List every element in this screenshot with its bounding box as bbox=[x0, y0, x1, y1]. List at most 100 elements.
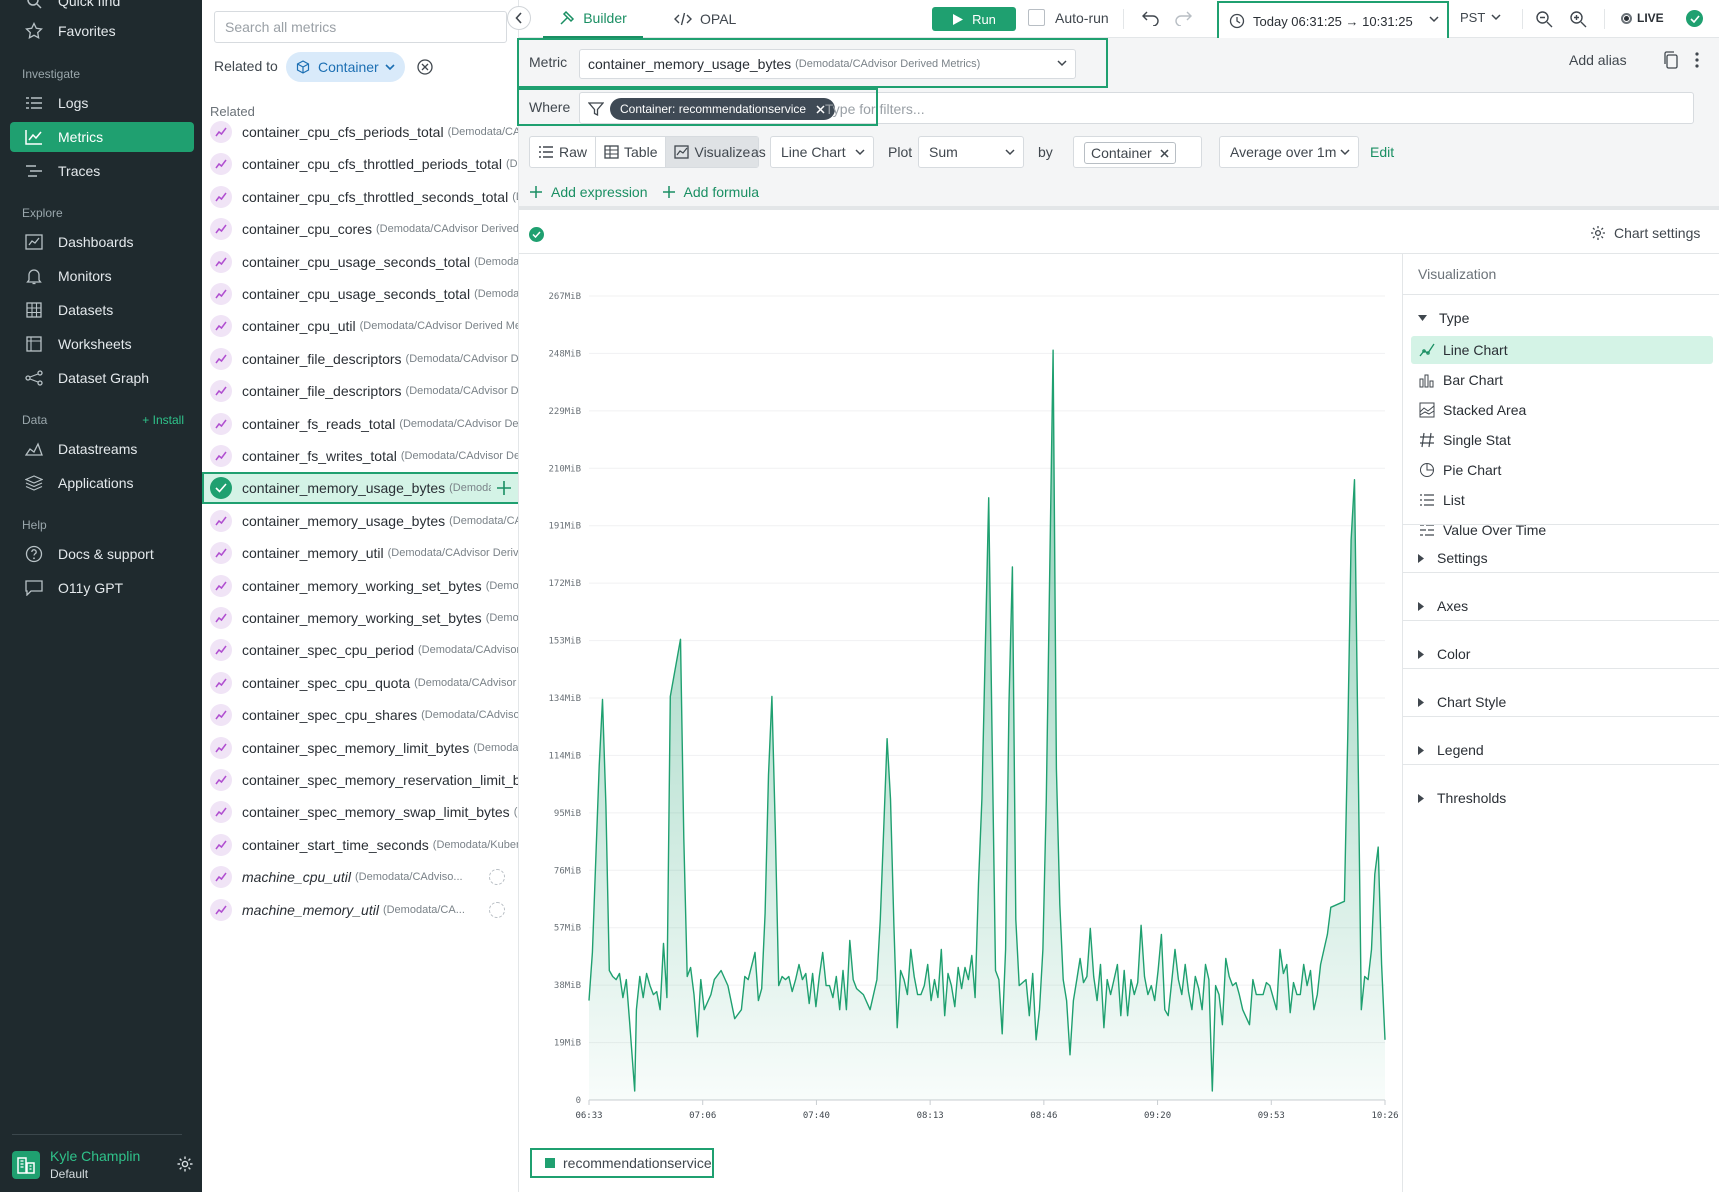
install-link[interactable]: + Install bbox=[142, 413, 184, 427]
chevron-down-icon bbox=[385, 63, 395, 71]
zoom-in-icon[interactable] bbox=[1569, 10, 1587, 28]
nav-dataset-graph[interactable]: Dataset Graph bbox=[10, 363, 194, 393]
filter-input[interactable]: Container: recommendationservice Type fo… bbox=[579, 92, 1694, 124]
metric-list-item[interactable]: container_fs_reads_total (Demodata/CAdvis… bbox=[202, 408, 518, 440]
aggregation-select[interactable]: Sum bbox=[918, 136, 1024, 168]
mode-raw-button[interactable]: Raw bbox=[530, 137, 597, 167]
search-metrics-input[interactable]: Search all metrics bbox=[214, 11, 507, 43]
group-by-chip[interactable]: Container bbox=[1084, 142, 1176, 164]
bell-icon bbox=[24, 266, 44, 286]
related-chip-container[interactable]: Container bbox=[286, 52, 405, 82]
timezone-select[interactable]: PST bbox=[1460, 10, 1501, 25]
autorun-toggle[interactable]: Auto-run bbox=[1028, 9, 1109, 26]
metric-list-item[interactable]: container_memory_working_set_bytes(Demod… bbox=[202, 570, 518, 602]
copy-icon[interactable] bbox=[1663, 51, 1679, 69]
nav-logs[interactable]: Logs bbox=[10, 88, 194, 118]
chart-settings-label: Chart settings bbox=[1614, 225, 1701, 241]
metric-list-item[interactable]: container_spec_memory_limit_bytes (Demoda… bbox=[202, 732, 518, 764]
viz-type-option[interactable]: List bbox=[1411, 486, 1713, 514]
edit-link[interactable]: Edit bbox=[1370, 144, 1395, 160]
nav-traces[interactable]: Traces bbox=[10, 156, 194, 186]
chart-legend[interactable]: recommendationservice bbox=[530, 1148, 714, 1178]
nav-datastreams[interactable]: Datastreams bbox=[10, 434, 194, 464]
clear-circle-icon[interactable] bbox=[416, 58, 434, 76]
mode-visualize-button[interactable]: Visualize bbox=[666, 137, 759, 167]
viz-type-option[interactable]: Value Over Time bbox=[1411, 516, 1713, 544]
metric-select[interactable]: container_memory_usage_bytes (Demodata/C… bbox=[579, 49, 1076, 79]
filter-chip[interactable]: Container: recommendationservice bbox=[610, 98, 836, 120]
metric-list-item[interactable]: container_fs_writes_total (Demodata/CAdvi… bbox=[202, 440, 518, 472]
nav-dashboards[interactable]: Dashboards bbox=[10, 227, 194, 257]
viz-type-option[interactable]: Stacked Area bbox=[1411, 396, 1713, 424]
redo-icon[interactable] bbox=[1174, 10, 1192, 26]
metric-list-item[interactable]: container_file_descriptors (Demodata/CAdv… bbox=[202, 343, 518, 375]
close-icon[interactable] bbox=[806, 104, 825, 114]
metric-list-item[interactable]: machine_cpu_util (Demodata/CAdviso... bbox=[202, 861, 518, 893]
tab-opal[interactable]: OPAL bbox=[674, 0, 736, 38]
metric-list-item[interactable]: container_memory_working_set_bytes(Demod… bbox=[202, 602, 519, 634]
metric-list-item[interactable]: container_start_time_seconds (Demodata/Ku… bbox=[202, 829, 518, 861]
nav-quick-find[interactable]: Quick find bbox=[10, 0, 194, 16]
metric-list-item[interactable]: container_spec_cpu_quota (Demodata/CAdvis… bbox=[202, 667, 518, 699]
viz-section[interactable]: Color bbox=[1418, 646, 1470, 662]
viz-section[interactable]: Legend bbox=[1418, 742, 1484, 758]
metric-list-item[interactable]: container_cpu_cfs_throttled_periods_tota… bbox=[202, 148, 518, 180]
more-vertical-icon[interactable] bbox=[1695, 51, 1699, 69]
caret-right-icon bbox=[1418, 601, 1437, 611]
add-formula-button[interactable]: Add formula bbox=[662, 184, 759, 200]
metric-list-item[interactable]: container_cpu_cfs_periods_total (Demodata… bbox=[202, 116, 518, 148]
viz-section[interactable]: Chart Style bbox=[1418, 694, 1506, 710]
nav-o11y-gpt[interactable]: O11y GPT bbox=[10, 573, 194, 603]
viz-section-type[interactable]: Type bbox=[1418, 310, 1469, 326]
nav-applications[interactable]: Applications bbox=[10, 468, 194, 498]
add-expression-button[interactable]: Add expression bbox=[529, 184, 648, 200]
nav-monitors[interactable]: Monitors bbox=[10, 261, 194, 291]
group-by-select[interactable]: Container bbox=[1073, 136, 1202, 168]
nav-docs[interactable]: Docs & support bbox=[10, 539, 194, 569]
nav-favorites[interactable]: Favorites bbox=[10, 16, 194, 46]
metric-list-item[interactable]: container_cpu_usage_seconds_total (Demoda… bbox=[202, 246, 518, 278]
metric-list-item[interactable]: container_file_descriptors (Demodata/CAdv… bbox=[202, 375, 518, 407]
autorun-checkbox[interactable] bbox=[1028, 9, 1045, 26]
undo-icon[interactable] bbox=[1142, 10, 1160, 26]
close-icon[interactable] bbox=[1152, 148, 1169, 158]
metric-list-item[interactable]: container_cpu_usage_seconds_total (Demoda… bbox=[202, 278, 518, 310]
nav-metrics[interactable]: Metrics bbox=[10, 122, 194, 152]
viz-section[interactable]: Thresholds bbox=[1418, 790, 1506, 806]
tab-builder[interactable]: Builder bbox=[543, 0, 643, 38]
add-alias-link[interactable]: Add alias bbox=[1569, 52, 1627, 68]
collapse-panel-button[interactable] bbox=[507, 6, 531, 30]
viz-type-option[interactable]: Pie Chart bbox=[1411, 456, 1713, 484]
metric-list-item[interactable]: container_memory_usage_bytes(Demodata/CA… bbox=[202, 505, 518, 537]
viz-type-option[interactable]: Line Chart bbox=[1411, 336, 1713, 364]
gear-icon[interactable] bbox=[176, 1155, 194, 1173]
metric-list-item[interactable]: container_spec_cpu_shares (Demodata/CAdvi… bbox=[202, 699, 518, 731]
metric-list-item[interactable]: container_cpu_cores (Demodata/CAdvisor De… bbox=[202, 213, 518, 245]
mode-table-button[interactable]: Table bbox=[596, 137, 667, 167]
metric-list-item[interactable]: container_spec_memory_reservation_limit_… bbox=[202, 764, 518, 796]
metric-item-source: (Demodata/CAdvisor Derived Metrics) bbox=[485, 612, 519, 624]
metric-list-item[interactable]: container_spec_cpu_period (Demodata/CAdvi… bbox=[202, 634, 518, 666]
metric-list-item[interactable]: container_cpu_util (Demodata/CAdvisor Der… bbox=[202, 310, 518, 342]
metric-list-item[interactable]: container_memory_usage_bytes(Demodata/CA… bbox=[202, 472, 518, 505]
metric-list-item[interactable]: container_cpu_cfs_throttled_seconds_tota… bbox=[202, 181, 518, 213]
viz-section[interactable]: Axes bbox=[1418, 598, 1468, 614]
line-chart[interactable]: 0 19MiB 38MiB 57MiB 76MiB 95MiB 114MiB 134MiB 15… bbox=[519, 254, 1402, 1134]
chart-settings-button[interactable]: Chart settings bbox=[1590, 225, 1700, 241]
time-range-picker[interactable]: Today 06:31:25 → 10:31:25 bbox=[1217, 1, 1449, 41]
metric-list-item[interactable]: machine_memory_util (Demodata/CA... bbox=[202, 894, 518, 926]
nav-datasets[interactable]: Datasets bbox=[10, 295, 194, 325]
viz-type-option[interactable]: Single Stat bbox=[1411, 426, 1713, 454]
zoom-out-icon[interactable] bbox=[1535, 10, 1553, 28]
nav-worksheets[interactable]: Worksheets bbox=[10, 329, 194, 359]
chart-type-select[interactable]: Line Chart bbox=[770, 136, 874, 168]
viz-type-option[interactable]: Bar Chart bbox=[1411, 366, 1713, 394]
live-toggle[interactable]: LIVE bbox=[1621, 11, 1664, 25]
viz-section[interactable]: Settings bbox=[1418, 550, 1488, 566]
metric-list-item[interactable]: container_spec_memory_swap_limit_bytes(D… bbox=[202, 796, 518, 828]
metric-list-item[interactable]: container_memory_util (Demodata/CAdvisor … bbox=[202, 537, 518, 569]
run-button[interactable]: Run bbox=[932, 7, 1016, 31]
add-to-chart-icon[interactable] bbox=[496, 480, 512, 496]
user-menu[interactable]: Kyle Champlin Default bbox=[12, 1145, 194, 1185]
window-select[interactable]: Average over 1m bbox=[1219, 136, 1359, 168]
